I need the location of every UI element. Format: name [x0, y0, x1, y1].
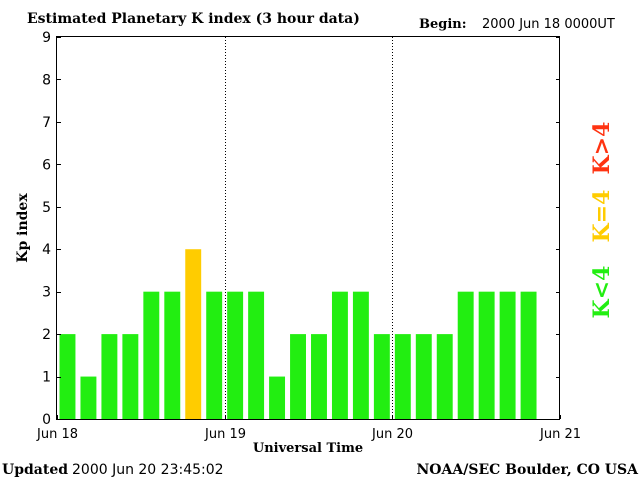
begin-label: Begin:	[419, 17, 467, 32]
credit-text: NOAA/SEC Boulder, CO USA	[417, 462, 640, 478]
begin-value: 2000 Jun 18 0000UT	[482, 17, 615, 32]
updated-value: 2000 Jun 20 23:45:02	[72, 462, 224, 478]
legend-k-equal-4: K=4	[589, 190, 615, 243]
kp-bar	[520, 291, 537, 419]
x-axis-ticks: Jun 18 Jun 19 Jun 20 Jun 21	[36, 415, 581, 442]
legend-k-greater-4: K>4	[589, 122, 615, 175]
kp-bar	[164, 291, 181, 419]
kp-bar	[80, 376, 97, 419]
y-tick-label: 6	[42, 157, 51, 173]
kp-bar	[352, 291, 369, 419]
y-axis-ticks: 0 1 2 3 4 5 6 7 8 9	[42, 30, 560, 428]
kp-bar	[248, 291, 265, 419]
y-tick-label: 1	[42, 370, 51, 386]
y-tick-label: 9	[42, 30, 51, 46]
kp-bar	[457, 291, 474, 419]
kp-bar	[415, 334, 432, 419]
x-tick-label: Jun 18	[36, 427, 78, 442]
kp-bar	[373, 334, 390, 419]
kp-bar	[185, 249, 202, 419]
x-tick-label: Jun 21	[539, 427, 581, 442]
x-tick-label: Jun 20	[371, 427, 413, 442]
y-axis-label: Kp index	[15, 193, 31, 263]
kp-bar	[478, 291, 495, 419]
kp-bar	[436, 334, 453, 419]
kp-bar	[101, 334, 118, 419]
x-tick-label: Jun 19	[204, 427, 246, 442]
y-tick-label: 8	[42, 72, 51, 88]
kp-bar	[290, 334, 306, 419]
plot-frame	[56, 36, 560, 420]
kp-bar	[394, 334, 411, 419]
kp-bar	[331, 291, 348, 419]
kp-bar	[227, 291, 244, 419]
bars	[59, 249, 537, 419]
y-tick-label: 5	[42, 200, 51, 216]
y-tick-label: 4	[42, 242, 51, 258]
kp-bar	[311, 334, 327, 419]
x-axis-label: Universal Time	[253, 441, 363, 456]
updated-label: Updated	[2, 462, 68, 478]
y-tick-label: 0	[42, 412, 51, 428]
y-tick-label: 7	[42, 115, 51, 131]
kp-bar	[122, 334, 139, 419]
kp-bar	[206, 291, 223, 419]
legend-k-less-4: K<4	[589, 266, 615, 319]
y-tick-label: 3	[42, 285, 51, 301]
kp-bar	[499, 291, 516, 419]
kp-bar	[269, 376, 286, 419]
kp-bar	[59, 334, 76, 419]
y-tick-label: 2	[42, 327, 51, 343]
chart-title: Estimated Planetary K index (3 hour data…	[27, 11, 360, 27]
day-dividers	[225, 37, 393, 419]
kp-bar	[143, 291, 160, 419]
